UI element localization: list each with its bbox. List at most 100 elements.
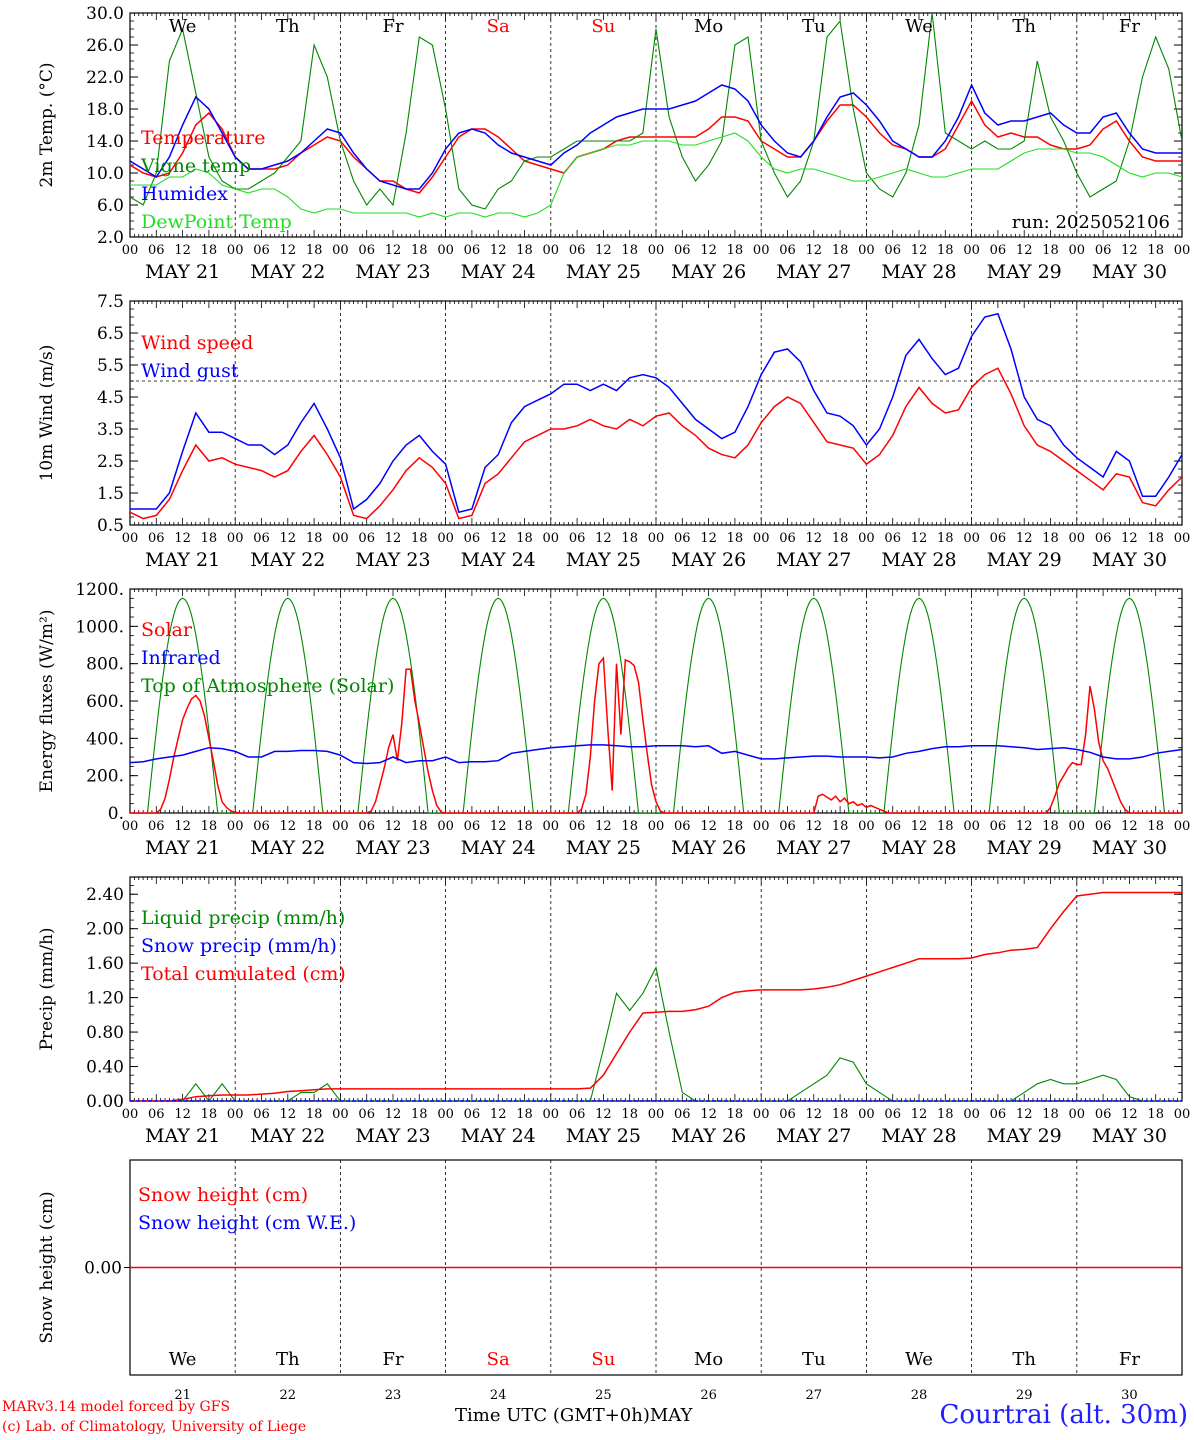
legend-entry: Wind gust — [141, 360, 239, 382]
y-tick-label: 1.60 — [86, 954, 124, 974]
hour-tick-label: 18 — [621, 243, 638, 258]
hour-tick-label: 06 — [779, 819, 796, 834]
series-line-dewpoint-temp — [130, 132, 1182, 218]
hour-tick-label: 06 — [674, 1107, 691, 1122]
y-tick-label: 6.0 — [97, 196, 124, 216]
hour-tick-label: 12 — [911, 819, 928, 834]
y-tick-label: 600. — [86, 692, 124, 712]
hour-tick-label: 12 — [1121, 819, 1138, 834]
hour-tick-label: 12 — [174, 819, 191, 834]
hour-tick-label: 18 — [832, 819, 849, 834]
run-annotation: run: 2025052106 — [1012, 212, 1170, 233]
hour-tick-label: 06 — [1095, 1107, 1112, 1122]
hour-tick-label: 06 — [674, 243, 691, 258]
weekday-label: Tu — [802, 1349, 826, 1370]
weekday-label: Fr — [1119, 1349, 1140, 1370]
day-number-label: 27 — [806, 1388, 823, 1403]
legend-entry: Liquid precip (mm/h) — [141, 907, 345, 929]
y-tick-label: 0.40 — [86, 1058, 124, 1078]
y-tick-label: 14.0 — [86, 132, 124, 152]
hour-tick-label: 18 — [306, 243, 323, 258]
hour-tick-label: 00 — [648, 243, 665, 258]
hour-tick-label: 06 — [1095, 819, 1112, 834]
hour-tick-label: 00 — [858, 819, 875, 834]
hour-tick-label: 18 — [516, 1107, 533, 1122]
hour-tick-label: 12 — [490, 819, 507, 834]
hour-tick-label: 18 — [306, 1107, 323, 1122]
hour-tick-label: 12 — [806, 531, 823, 546]
hour-tick-label: 06 — [464, 1107, 481, 1122]
hour-tick-label: 06 — [253, 531, 270, 546]
weekday-label: Th — [276, 1349, 300, 1370]
hour-tick-label: 18 — [411, 531, 428, 546]
hour-tick-label: 06 — [569, 819, 586, 834]
hour-tick-label: 18 — [727, 531, 744, 546]
weekday-label: Su — [591, 1349, 615, 1370]
hour-tick-label: 06 — [990, 1107, 1007, 1122]
weekday-label: We — [905, 16, 933, 37]
hour-tick-label: 18 — [201, 531, 218, 546]
hour-tick-label: 12 — [1016, 243, 1033, 258]
hour-tick-label: 00 — [648, 531, 665, 546]
hour-tick-label: 06 — [990, 819, 1007, 834]
hour-tick-label: 00 — [648, 1107, 665, 1122]
weekday-label: Mo — [694, 1349, 723, 1370]
date-label: MAY 25 — [566, 837, 641, 859]
hour-tick-label: 06 — [569, 1107, 586, 1122]
date-label: MAY 24 — [461, 261, 536, 283]
hour-tick-label: 12 — [490, 531, 507, 546]
hour-tick-label: 00 — [543, 1107, 560, 1122]
date-label: MAY 22 — [250, 837, 325, 859]
hour-tick-label: 18 — [937, 243, 954, 258]
legend-entry: Humidex — [141, 183, 228, 205]
legend-entry: DewPoint Temp — [141, 211, 292, 233]
hour-tick-label: 00 — [858, 531, 875, 546]
hour-tick-label: 06 — [358, 243, 375, 258]
panel-frame — [129, 588, 1183, 814]
day-number-label: 22 — [280, 1388, 297, 1403]
y-tick-label: 2.00 — [86, 920, 124, 940]
legend-entry: Total cumulated (cm) — [141, 963, 346, 985]
credit-model: MARv3.14 model forced by GFS — [2, 1399, 231, 1415]
y-axis-label: Snow height (cm) — [37, 1191, 57, 1343]
date-label: MAY 27 — [776, 549, 851, 571]
hour-tick-label: 00 — [437, 243, 454, 258]
date-label: MAY 25 — [566, 1125, 641, 1147]
hour-tick-label: 06 — [569, 531, 586, 546]
legend-entry: Snow precip (mm/h) — [141, 935, 337, 957]
date-label: MAY 21 — [145, 549, 220, 571]
hour-tick-label: 00 — [963, 243, 980, 258]
y-tick-label: 1200. — [75, 580, 124, 600]
panel-frame — [129, 12, 1183, 238]
hour-tick-label: 12 — [280, 819, 297, 834]
hour-tick-label: 18 — [621, 531, 638, 546]
date-label: MAY 27 — [776, 837, 851, 859]
hour-tick-label: 18 — [1147, 819, 1164, 834]
hour-tick-label: 00 — [858, 243, 875, 258]
date-label: MAY 28 — [881, 261, 956, 283]
hour-tick-label: 06 — [990, 531, 1007, 546]
hour-tick-label: 12 — [280, 1107, 297, 1122]
hour-tick-label: 12 — [280, 243, 297, 258]
hour-tick-label: 12 — [700, 1107, 717, 1122]
y-tick-label: 2.5 — [97, 452, 124, 472]
hour-tick-label: 06 — [674, 819, 691, 834]
series-line-liquid-precip-mm-h- — [130, 965, 1182, 1101]
hour-tick-label: 00 — [332, 1107, 349, 1122]
weekday-label: Mo — [694, 16, 723, 37]
date-label: MAY 29 — [987, 549, 1062, 571]
hour-tick-label: 12 — [595, 1107, 612, 1122]
legend-entry: Snow height (cm) — [138, 1184, 308, 1206]
series-line-humidex — [130, 83, 1182, 190]
series-line-temperature — [130, 99, 1182, 194]
weekday-label: Th — [276, 16, 300, 37]
series-line-infrared — [130, 744, 1182, 765]
date-label: MAY 22 — [250, 1125, 325, 1147]
day-number-label: 24 — [490, 1388, 507, 1403]
weekday-label: We — [169, 1349, 197, 1370]
hour-tick-label: 06 — [884, 819, 901, 834]
y-tick-label: 4.5 — [97, 388, 124, 408]
hour-tick-label: 06 — [253, 819, 270, 834]
y-axis-label: Energy fluxes (W/m²) — [37, 610, 57, 793]
y-tick-label: 1000. — [75, 617, 124, 637]
